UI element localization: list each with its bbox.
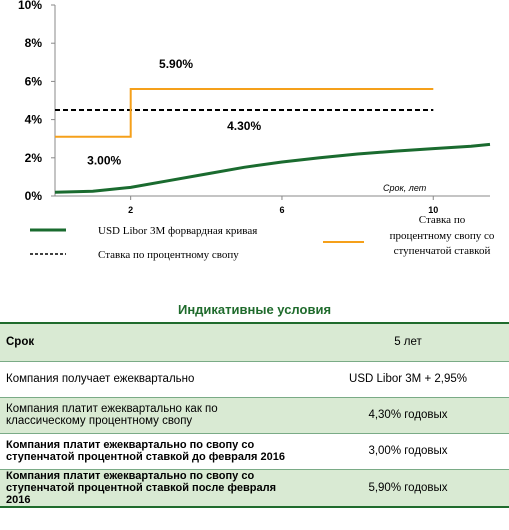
row-label-line: ступенчатой процентной ставкой после фев… [6,481,276,506]
series-line-2 [55,88,434,138]
row-label: Компания платит ежеквартально как по кла… [0,397,307,434]
terms-table: Срок 5 лет Компания получает ежекварталь… [0,322,509,508]
indicative-terms: Индикативные условия Срок 5 лет Компания… [0,298,509,508]
row-label-line: классическому процентному свопу [6,415,193,427]
row-value: USD Libor 3M + 2,95% [307,361,509,398]
row-label: Срок [0,323,307,362]
data-label: 3.00% [87,153,121,167]
legend-label-stepped-2: процентному свопу со [390,230,495,242]
data-label: 5.90% [159,57,193,71]
legend-label-libor: USD Libor 3M форвардная кривая [98,225,257,237]
chart: 0% 2% 4% 6% 8% 10% 2 6 10 Срок, лет 5.90% 4.30% 3… [18,0,495,261]
x-axis-ticks: 2 6 10 [128,196,438,215]
table-row: Компания платит ежеквартально по свопу с… [0,469,509,508]
table-row: Срок 5 лет [0,323,509,362]
row-label-line: Компания платит ежеквартально как по [6,403,218,415]
series-layer [54,88,491,194]
row-label: Компания платит ежеквартально по свопу с… [0,469,307,508]
series-line-0 [54,142,491,194]
data-label: 4.30% [227,119,261,133]
y-tick-label: 2% [25,151,43,165]
row-label: Компания получает ежеквартально [0,361,307,398]
table-row: Компания платит ежеквартально по свопу с… [0,433,509,470]
y-tick-label: 4% [25,113,43,127]
table-row: Компания платит ежеквартально как по кла… [0,397,509,434]
legend-label-stepped-1: Ставка по [419,214,466,226]
row-value: 5,90% годовых [307,469,509,508]
row-value: 3,00% годовых [307,433,509,470]
y-axis-ticks: 0% 2% 4% 6% 8% 10% [18,0,55,203]
x-tick-label: 10 [428,205,438,215]
y-tick-label: 0% [25,189,43,203]
y-tick-label: 8% [25,36,43,50]
annotations: 5.90% 4.30% 3.00% [87,57,261,167]
row-label-line: ступенчатой процентной ставкой до феврал… [6,451,285,463]
row-value: 4,30% годовых [307,397,509,434]
legend-label-stepped-3: ступенчатой ставкой [394,245,491,257]
row-label-line: Компания платит ежеквартально по свопу с… [6,469,255,482]
y-tick-label: 6% [25,74,43,88]
row-label: Компания платит ежеквартально по свопу с… [0,433,307,470]
table-row: Компания получает ежеквартально USD Libo… [0,361,509,398]
x-tick-label: 2 [128,205,133,215]
row-label-line: Компания платит ежеквартально по свопу с… [6,439,255,451]
x-axis-title: Срок, лет [383,183,427,193]
y-tick-label: 10% [18,0,42,12]
row-value: 5 лет [307,323,509,362]
legend-label-swap: Ставка по процентному свопу [98,249,239,261]
terms-title: Индикативные условия [177,302,332,317]
x-tick-label: 6 [279,205,284,215]
